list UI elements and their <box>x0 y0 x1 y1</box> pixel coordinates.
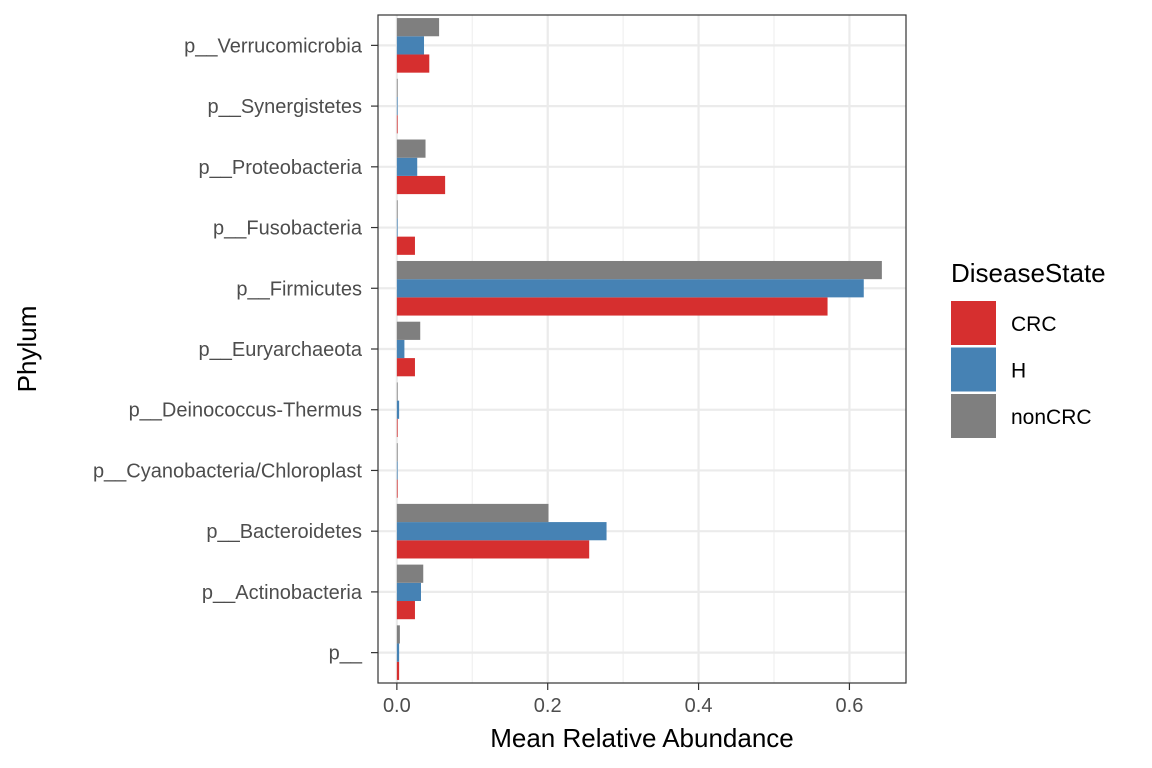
bar-crc-p-synergistetes <box>396 115 398 134</box>
bar-noncrc-p-proteobacteria <box>396 139 426 158</box>
bars <box>396 18 882 680</box>
legend-label-noncrc: nonCRC <box>1011 406 1092 429</box>
bar-h-p-deinococcus-thermus <box>396 400 400 419</box>
bar-h-p-proteobacteria <box>396 157 418 176</box>
y-axis-title: Phylum <box>12 306 42 393</box>
bar-crc-p-verrucomicrobia <box>396 54 430 73</box>
y-tick-label: p__Actinobacteria <box>202 582 363 604</box>
bar-noncrc-p-synergistetes <box>396 78 398 97</box>
legend-swatch-crc <box>951 301 996 345</box>
y-tick-label: p__Firmicutes <box>236 278 362 300</box>
legend-label-h: H <box>1011 360 1026 383</box>
y-tick-label: p__ <box>329 643 363 665</box>
bar-h-p-fusobacteria <box>396 218 398 237</box>
legend-title: DiseaseState <box>951 258 1106 288</box>
bar-h-p <box>396 643 400 662</box>
bar-crc-p-euryarchaeota <box>396 358 415 377</box>
bar-noncrc-p-firmicutes <box>396 260 882 280</box>
bar-noncrc-p-deinococcus-thermus <box>396 382 398 401</box>
x-axis-title: Mean Relative Abundance <box>490 723 794 753</box>
y-tick-label: p__Verrucomicrobia <box>184 35 363 57</box>
bar-h-p-actinobacteria <box>396 582 421 602</box>
bar-h-p-verrucomicrobia <box>396 36 425 55</box>
bar-crc-p-actinobacteria <box>396 601 415 620</box>
bar-h-p-euryarchaeota <box>396 339 405 359</box>
x-tick-label: 0.0 <box>383 695 411 717</box>
bar-crc-p-proteobacteria <box>396 175 446 195</box>
x-tick-label: 0.4 <box>685 695 713 717</box>
bar-crc-p-deinococcus-thermus <box>396 418 398 438</box>
bar-noncrc-p-actinobacteria <box>396 564 424 583</box>
y-tick-label: p__Cyanobacteria/Chloroplast <box>93 460 362 482</box>
bar-crc-p <box>396 661 400 680</box>
x-tick-label: 0.6 <box>836 695 864 717</box>
y-tick-label: p__Deinococcus-Thermus <box>129 400 362 422</box>
bar-crc-p-fusobacteria <box>396 236 415 255</box>
bar-noncrc-p-bacteroidetes <box>396 503 549 523</box>
y-tick-label: p__Bacteroidetes <box>206 521 362 543</box>
y-tick-label: p__Proteobacteria <box>199 157 363 179</box>
bar-noncrc-p-euryarchaeota <box>396 321 421 340</box>
bar-h-p-cyanobacteria-chloroplast <box>396 461 398 480</box>
x-tick-label: 0.2 <box>534 695 562 717</box>
bar-h-p-bacteroidetes <box>396 522 607 541</box>
y-tick-label: p__Synergistetes <box>207 96 362 118</box>
y-tick-label: p__Fusobacteria <box>213 218 363 240</box>
bar-noncrc-p-verrucomicrobia <box>396 18 440 37</box>
bar-h-p-synergistetes <box>396 96 398 116</box>
bar-crc-p-cyanobacteria-chloroplast <box>396 479 398 498</box>
bar-noncrc-p-cyanobacteria-chloroplast <box>396 443 398 462</box>
bar-noncrc-p <box>396 625 400 644</box>
y-axis: p__ p__Actinobacteria p__Bacteroidetes p__C… <box>93 35 378 665</box>
bar-crc-p-bacteroidetes <box>396 540 590 559</box>
legend-label-crc: CRC <box>1011 313 1057 336</box>
bar-h-p-firmicutes <box>396 279 864 298</box>
legend-swatch-h <box>951 347 996 392</box>
legend-swatch-noncrc <box>951 394 996 438</box>
x-axis: 0.0 0.2 0.4 0.6 <box>383 683 863 717</box>
y-tick-label: p__Euryarchaeota <box>199 339 363 361</box>
bar-noncrc-p-fusobacteria <box>396 200 398 219</box>
bar-crc-p-firmicutes <box>396 297 828 316</box>
